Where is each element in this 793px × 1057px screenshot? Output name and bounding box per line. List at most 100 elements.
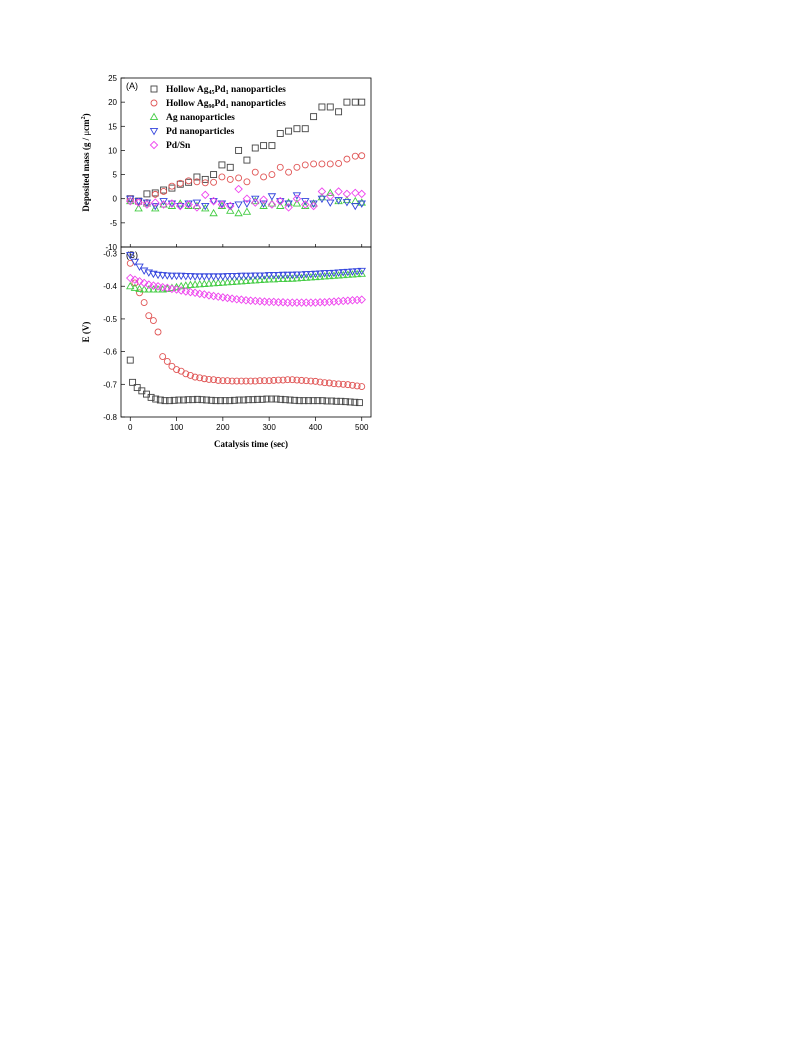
data-point <box>204 279 214 287</box>
data-point <box>293 376 301 384</box>
data-point <box>285 127 293 135</box>
data-point <box>344 381 352 389</box>
data-point <box>278 271 288 280</box>
data-point <box>226 175 234 183</box>
data-point <box>166 397 174 405</box>
data-point <box>297 273 306 282</box>
data-point <box>218 161 226 169</box>
data-point <box>134 198 143 207</box>
data-point <box>235 174 243 182</box>
data-point <box>260 173 268 181</box>
data-point <box>235 396 243 404</box>
x-tick-label: 200 <box>216 423 230 432</box>
data-point <box>343 268 353 277</box>
data-point <box>288 271 297 280</box>
data-point <box>135 277 144 286</box>
data-point <box>226 206 235 214</box>
legend-entry: Hollow Ag90Pd1 nanoparticles <box>166 99 286 110</box>
data-point <box>353 382 361 390</box>
data-point <box>342 199 352 207</box>
data-point <box>358 98 366 106</box>
data-point <box>234 184 243 194</box>
data-point <box>264 297 274 307</box>
data-point <box>219 377 227 385</box>
data-point <box>292 271 302 279</box>
data-point <box>342 189 352 199</box>
data-point <box>328 397 336 405</box>
data-point <box>223 273 232 281</box>
data-point <box>201 175 209 183</box>
data-point <box>277 395 285 403</box>
data-point <box>325 270 334 278</box>
data-point <box>182 370 190 378</box>
data-point <box>126 196 135 205</box>
data-point <box>326 199 335 207</box>
data-point <box>272 395 280 403</box>
data-point <box>244 396 252 404</box>
data-point <box>142 200 152 209</box>
panel-b-frame <box>120 246 372 418</box>
data-point <box>301 273 311 281</box>
data-point <box>310 160 318 168</box>
data-point <box>298 376 306 384</box>
data-point <box>151 198 160 207</box>
data-point <box>176 179 184 187</box>
data-point <box>251 275 260 284</box>
x-tick-label: 0 <box>128 423 133 432</box>
data-point <box>301 271 311 279</box>
data-point <box>269 297 279 307</box>
data-point <box>326 103 334 111</box>
data-point <box>292 192 302 200</box>
data-point <box>209 278 218 287</box>
data-point <box>149 317 157 325</box>
data-point <box>159 200 168 209</box>
data-point <box>251 195 260 204</box>
data-point <box>349 381 356 389</box>
data-point <box>270 376 278 384</box>
data-point <box>291 396 299 404</box>
x-tick-label: 400 <box>309 423 323 432</box>
data-point <box>153 285 163 293</box>
data-point <box>352 268 362 276</box>
data-point <box>159 353 167 360</box>
data-point <box>292 199 302 207</box>
data-point <box>139 278 149 288</box>
data-point <box>200 279 209 287</box>
data-point <box>293 125 301 133</box>
data-point <box>241 272 251 281</box>
data-point <box>326 192 335 201</box>
legend-marker <box>149 140 159 150</box>
data-point <box>201 190 210 200</box>
data-point <box>255 272 265 280</box>
series-markers <box>126 273 366 307</box>
data-point <box>192 203 202 212</box>
data-point <box>160 188 168 195</box>
data-point <box>249 396 257 404</box>
data-point <box>242 377 250 385</box>
data-point <box>176 202 185 211</box>
data-point <box>334 271 343 279</box>
data-point <box>278 298 288 307</box>
data-point <box>329 271 339 279</box>
data-point <box>134 204 143 212</box>
data-point <box>217 200 227 209</box>
data-point <box>260 275 269 283</box>
data-point <box>201 204 210 212</box>
data-point <box>135 263 144 271</box>
data-point <box>246 296 255 305</box>
data-point <box>265 377 273 385</box>
data-point <box>200 273 209 281</box>
data-point <box>325 379 333 387</box>
data-point <box>241 276 251 284</box>
data-point <box>151 190 159 198</box>
data-point <box>326 188 335 196</box>
data-point <box>293 163 301 171</box>
data-point <box>180 396 187 404</box>
data-point <box>227 273 237 281</box>
data-point <box>278 274 288 283</box>
data-point <box>247 377 255 385</box>
data-point <box>258 395 266 403</box>
data-point <box>181 273 191 281</box>
data-point <box>193 178 201 186</box>
data-point <box>228 377 236 385</box>
